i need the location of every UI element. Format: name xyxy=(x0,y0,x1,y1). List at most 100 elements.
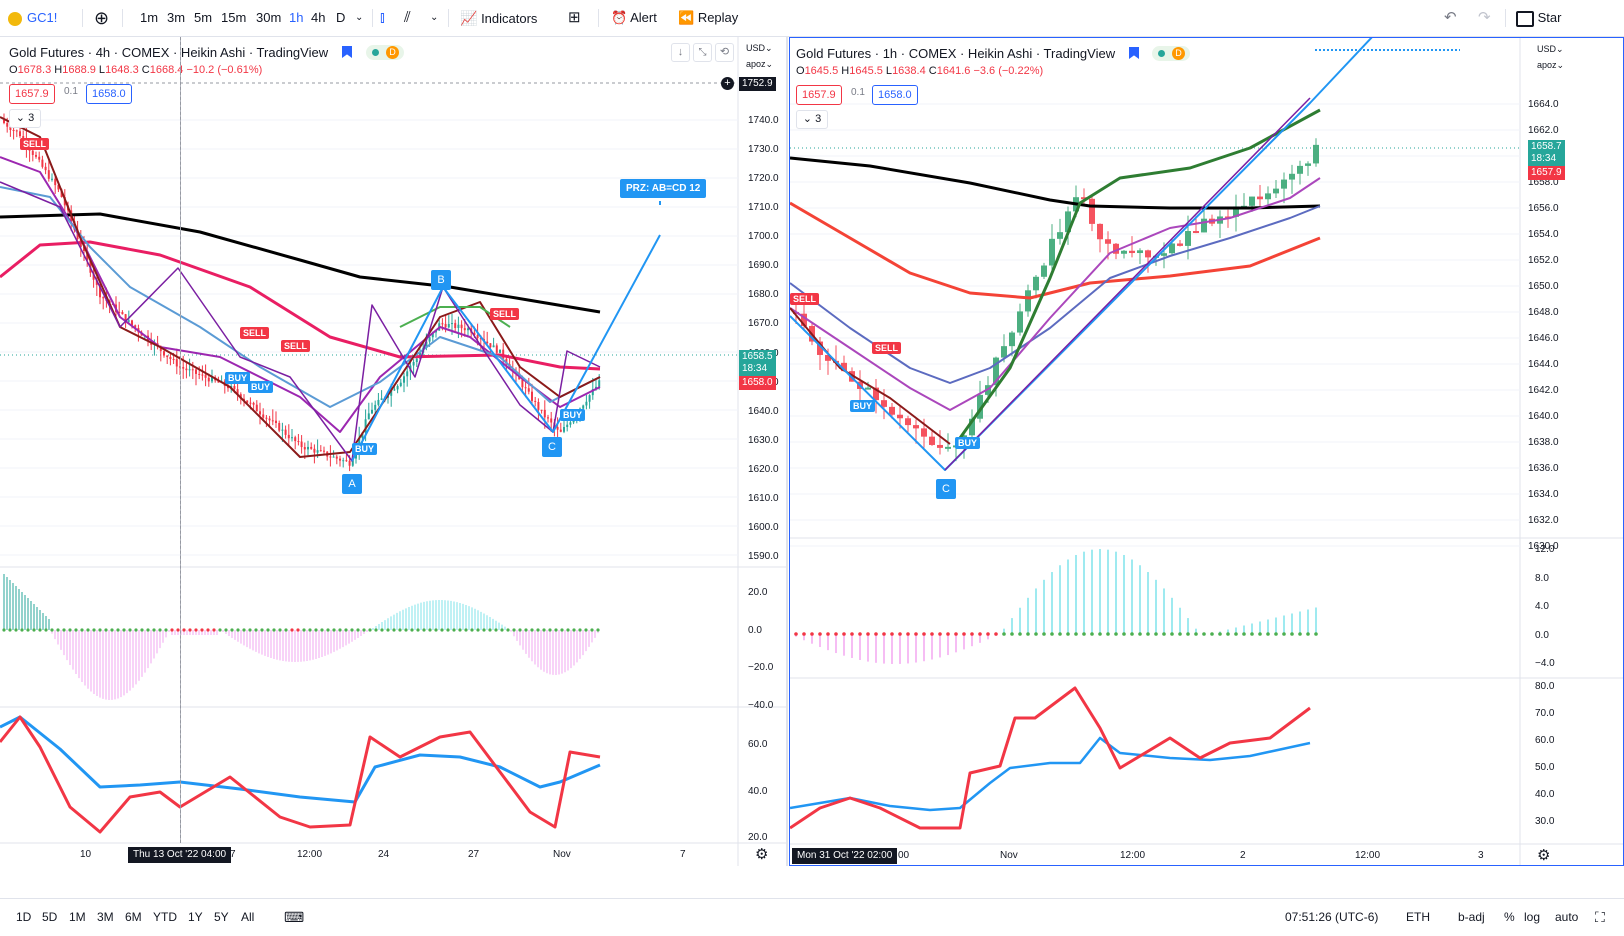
candle-body xyxy=(1041,265,1047,277)
chart-type-chevron-icon[interactable]: ⌄ xyxy=(430,12,439,23)
oscillator-dot xyxy=(122,628,126,632)
interval-15m[interactable]: 15m xyxy=(221,10,247,25)
candle-body xyxy=(1169,243,1175,254)
candle-body xyxy=(566,424,569,428)
undo-icon[interactable]: ↶ xyxy=(1444,9,1457,26)
interval-chevron-icon[interactable]: ⌄ xyxy=(355,12,364,23)
right-chart-pane[interactable]: Gold Futures · 1h · COMEX · Heikin Ashi … xyxy=(789,37,1624,866)
candle-body xyxy=(444,323,447,328)
oscillator-dot xyxy=(218,628,222,632)
rsi-tick-label: 20.0 xyxy=(748,832,768,843)
candle-body xyxy=(457,324,460,328)
right-plot-background xyxy=(790,38,1520,844)
scroll-down-icon[interactable]: ↓ xyxy=(671,43,690,62)
range-1m[interactable]: 1M xyxy=(69,910,86,924)
candle-style-icon[interactable]: ⫽ xyxy=(404,9,411,26)
candle-body xyxy=(817,341,823,355)
interval-3m[interactable]: 3m xyxy=(167,10,186,25)
left-chart-canvas[interactable] xyxy=(0,37,786,866)
range-1y[interactable]: 1Y xyxy=(188,910,203,924)
sell-price-button[interactable]: 1657.9 xyxy=(796,85,842,105)
right-chart-canvas[interactable] xyxy=(790,38,1624,866)
range-1d[interactable]: 1D xyxy=(16,910,32,924)
oscillator-dot xyxy=(290,628,294,632)
range-5d[interactable]: 5D xyxy=(42,910,58,924)
high-value: 1688.9 xyxy=(62,64,96,76)
candle-body xyxy=(86,250,89,261)
candle-body xyxy=(537,401,540,410)
time-tick-label: Nov xyxy=(1000,850,1018,861)
add-plus-icon[interactable]: + xyxy=(721,77,734,90)
candle-body xyxy=(865,387,871,390)
range-5y[interactable]: 5Y xyxy=(214,910,229,924)
interval-1h[interactable]: 1h xyxy=(289,10,304,25)
interval-d[interactable]: D xyxy=(336,10,346,25)
market-status-badge[interactable]: D xyxy=(366,45,404,60)
interval-4h[interactable]: 4h xyxy=(311,10,326,25)
buy-price-button[interactable]: 1658.0 xyxy=(872,85,918,105)
rsi-tick-label: 70.0 xyxy=(1535,708,1555,719)
panel-toggle-button[interactable]: Star xyxy=(1516,0,1561,36)
oscillator-dot xyxy=(1138,632,1142,636)
range-ytd[interactable]: YTD xyxy=(153,910,177,924)
collapse-indicators-button[interactable]: ⌄ 3 xyxy=(796,110,828,129)
rsi-tick-label: 40.0 xyxy=(1535,789,1555,800)
interval-30m[interactable]: 30m xyxy=(256,10,282,25)
indicators-button[interactable]: 📈 Indicators xyxy=(460,0,537,36)
oscillator-dot xyxy=(922,632,926,636)
settings-gear-icon[interactable]: ⚙ xyxy=(755,846,769,863)
layout-grid-icon[interactable]: ⊞ xyxy=(568,9,581,26)
oscillator-dot xyxy=(1010,632,1014,636)
bar-style-icon[interactable]: ⫾ xyxy=(380,9,385,26)
left-chart-pane[interactable]: Gold Futures · 4h · COMEX · Heikin Ashi … xyxy=(0,37,788,866)
price-tick-label: 1730.0 xyxy=(748,144,779,156)
interval-1m[interactable]: 1m xyxy=(140,10,159,25)
candle-body xyxy=(134,325,137,329)
price-tick-label: 1710.0 xyxy=(748,202,779,214)
oscillator-dot xyxy=(842,632,846,636)
clock-display[interactable]: 07:51:26 (UTC-6) xyxy=(1285,910,1379,924)
crosshair-vertical xyxy=(180,37,181,843)
oscillator-dot xyxy=(338,628,342,632)
settings-gear-icon[interactable]: ⚙ xyxy=(1537,847,1551,864)
log-toggle[interactable]: log xyxy=(1524,910,1541,924)
collapse-arrows-icon[interactable]: ⤡ xyxy=(693,43,712,62)
adjustment-toggle[interactable]: b-adj xyxy=(1458,910,1485,924)
candle-body xyxy=(598,380,601,387)
scale-mode-selector[interactable]: apoz⌄ xyxy=(1537,60,1565,70)
oscillator-dot xyxy=(164,628,168,632)
flag-icon[interactable] xyxy=(1129,47,1139,59)
candle-body xyxy=(92,272,95,280)
bid-price-badge: 1658.0 xyxy=(739,376,776,390)
collapse-indicators-button[interactable]: ⌄ 3 xyxy=(9,109,41,128)
date-range-calendar-icon[interactable]: ⌨ xyxy=(284,909,305,925)
oscillator-tick-label: 8.0 xyxy=(1535,572,1549,584)
oscillator-dot xyxy=(1162,632,1166,636)
sell-price-button[interactable]: 1657.9 xyxy=(9,84,55,104)
oscillator-dot xyxy=(374,628,378,632)
refresh-icon[interactable]: ⟲ xyxy=(715,43,734,62)
redo-icon[interactable]: ↷ xyxy=(1478,9,1491,26)
range-all[interactable]: All xyxy=(241,910,255,924)
market-status-badge[interactable]: D xyxy=(1152,46,1190,61)
range-6m[interactable]: 6M xyxy=(125,910,142,924)
buy-price-button[interactable]: 1658.0 xyxy=(86,84,132,104)
time-tick-label: 12:00 xyxy=(1120,850,1146,861)
percent-toggle[interactable]: % xyxy=(1504,910,1515,924)
replay-button[interactable]: ⏪ Replay xyxy=(678,0,738,36)
range-3m[interactable]: 3M xyxy=(97,910,114,924)
alert-button[interactable]: ⏰ Alert xyxy=(611,0,657,36)
oscillator-dot xyxy=(938,632,942,636)
fullscreen-icon[interactable]: ⛶ xyxy=(1595,909,1605,925)
currency-selector[interactable]: USD⌄ xyxy=(746,43,773,53)
candle-body xyxy=(236,389,239,395)
compare-plus-icon[interactable]: ⊕ xyxy=(94,8,110,28)
oscillator-dot xyxy=(970,632,974,636)
currency-selector[interactable]: USD⌄ xyxy=(1537,44,1564,54)
scale-mode-selector[interactable]: apoz⌄ xyxy=(746,59,774,69)
symbol-button[interactable]: GC1! xyxy=(8,0,57,36)
interval-5m[interactable]: 5m xyxy=(194,10,213,25)
flag-icon[interactable] xyxy=(342,46,352,58)
session-toggle[interactable]: ETH xyxy=(1406,910,1430,924)
auto-toggle[interactable]: auto xyxy=(1555,910,1579,924)
